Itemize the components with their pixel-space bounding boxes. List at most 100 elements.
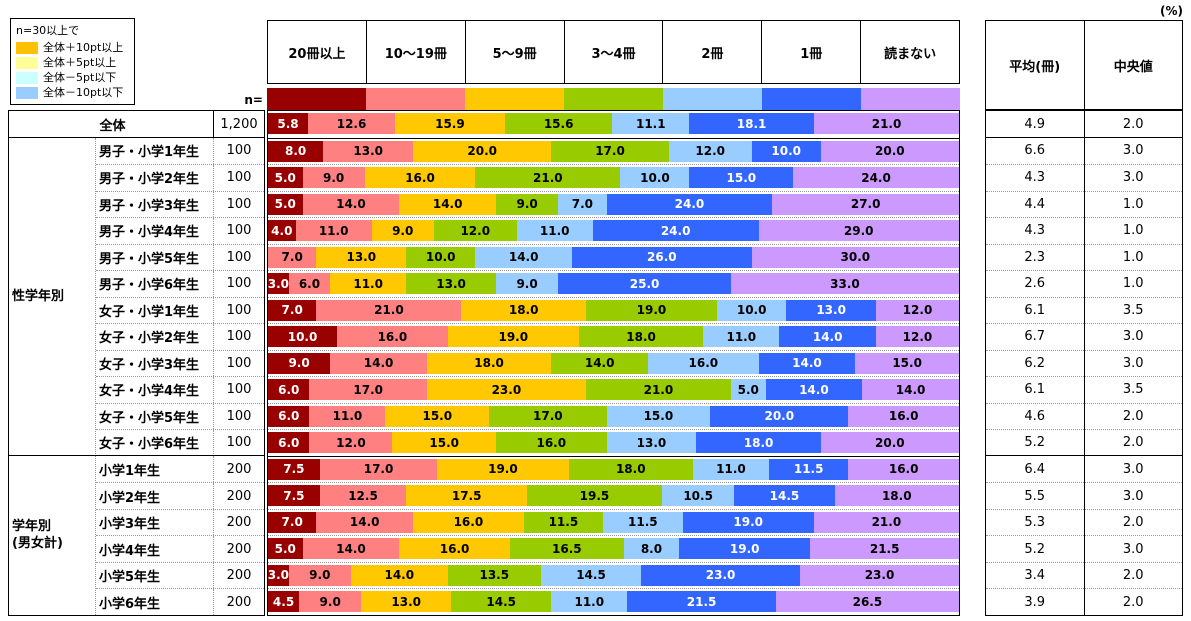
bar-row: 4.0 11.0 9.0 12.0 11.0 24.0 29.0 <box>268 217 959 244</box>
bar-segment-4: 15.0 <box>606 405 711 427</box>
row-label: 男子・小学6年生 <box>99 278 200 294</box>
bar-segment-1: 13.0 <box>323 140 414 162</box>
legend-items: 全体＋10pt以上 全体＋5pt以上 全体－5pt以下 全体－10pt以下 <box>16 41 130 99</box>
table-row: 女子・小学5年生 100 <box>96 402 264 430</box>
category-header-3: 3〜4冊 <box>563 21 663 83</box>
median-value: 3.5 <box>1084 376 1182 403</box>
bar-segment-1: 14.0 <box>302 193 400 215</box>
bar-segment-0: 10.0 <box>268 326 338 348</box>
table-row: 男子・小学4年生 100 <box>96 217 264 244</box>
median-value: 1.0 <box>1084 270 1182 297</box>
bar-row: 5.0 14.0 14.0 9.0 7.0 24.0 27.0 <box>268 190 959 218</box>
mean-value: 4.3 <box>986 164 1084 191</box>
row-n-value: 100 <box>213 297 264 324</box>
bar-segment-6: 23.0 <box>800 564 959 586</box>
left-section-1: 性学年別 男子・小学1年生 100 男子・小学2年生 100 男子・小学3年生 100 男子・… <box>8 136 265 457</box>
row-label: 女子・小学6年生 <box>99 437 200 453</box>
stacked-bar: 7.0 13.0 10.0 14.0 26.0 30.0 <box>268 246 959 268</box>
bar-segment-6: 14.0 <box>862 379 959 401</box>
stacked-bar: 6.0 11.0 15.0 17.0 15.0 20.0 16.0 <box>268 405 959 427</box>
bar-segment-6: 27.0 <box>772 193 959 215</box>
bar-segment-1: 16.0 <box>337 326 448 348</box>
bar-segment-5: 23.0 <box>641 564 801 586</box>
bar-row: 5.0 14.0 16.0 16.5 8.0 19.0 21.5 <box>268 535 959 562</box>
mean-value: 5.5 <box>986 482 1084 509</box>
bar-segment-3: 9.0 <box>496 193 559 215</box>
bar-segment-6: 16.0 <box>848 458 959 480</box>
stacked-bar: 6.0 12.0 15.0 16.0 13.0 18.0 20.0 <box>268 432 959 454</box>
row-n-value: 100 <box>213 271 264 297</box>
median-value: 3.0 <box>1084 349 1182 377</box>
median-value: 3.0 <box>1084 482 1182 509</box>
bar-segment-5: 21.5 <box>627 591 776 613</box>
row-label: 女子・小学4年生 <box>99 384 200 400</box>
bar-segment-1: 11.0 <box>295 220 372 242</box>
bar-segment-6: 21.5 <box>810 538 959 560</box>
bar-row: 7.0 13.0 10.0 14.0 26.0 30.0 <box>268 243 959 271</box>
bar-segment-0: 5.0 <box>268 538 303 560</box>
median-value: 3.0 <box>1084 323 1182 350</box>
bar-segment-2: 16.0 <box>364 167 476 189</box>
median-column-header: 中央値 <box>1083 21 1183 109</box>
mean-value: 4.9 <box>1024 116 1046 132</box>
row-n-value: 200 <box>213 589 264 615</box>
bar-segment-2: 23.0 <box>426 379 586 401</box>
mean-value: 5.3 <box>986 508 1084 536</box>
category-swatch-1 <box>366 88 465 110</box>
group-label: 学年別 (男女計) <box>9 455 96 615</box>
bar-segment-3: 17.0 <box>489 405 607 427</box>
bar-segment-6: 24.0 <box>793 167 959 189</box>
mean-value: 4.3 <box>986 217 1084 244</box>
bar-segment-3: 16.5 <box>509 538 624 560</box>
stacked-bar: 7.0 21.0 18.0 19.0 10.0 13.0 12.0 <box>268 299 959 321</box>
table-row: 全体 1,200 <box>9 111 264 138</box>
bar-segment-3: 12.0 <box>433 220 517 242</box>
bar-segment-2: 18.0 <box>426 352 552 374</box>
stacked-bar: 4.5 9.0 13.0 14.5 11.0 21.5 26.5 <box>268 591 959 613</box>
row-n-value: 200 <box>213 562 264 589</box>
mean-value: 4.6 <box>986 402 1084 430</box>
bar-segment-6: 12.0 <box>876 326 959 348</box>
row-label: 男子・小学5年生 <box>99 251 200 267</box>
bar-segment-0: 9.0 <box>268 352 331 374</box>
bar-segment-6: 29.0 <box>758 220 959 242</box>
bar-segment-6: 16.0 <box>848 405 959 427</box>
bar-segment-4: 12.0 <box>668 140 752 162</box>
bar-segment-1: 14.0 <box>302 538 400 560</box>
stacked-bar: 10.0 16.0 19.0 18.0 11.0 14.0 12.0 <box>268 326 959 348</box>
bar-row: 7.5 12.5 17.5 19.5 10.5 14.5 18.0 <box>268 482 959 509</box>
bar-segment-3: 10.0 <box>406 246 476 268</box>
bar-segment-4: 10.0 <box>620 167 690 189</box>
row-label: 小学3年生 <box>99 517 161 533</box>
bar-segment-5: 19.0 <box>679 538 811 560</box>
mean-value: 6.6 <box>1024 143 1046 159</box>
table-row: 小学5年生 200 <box>96 561 264 589</box>
bar-segment-2: 15.0 <box>385 405 490 427</box>
bar-segment-0: 3.0 <box>268 273 289 295</box>
median-value: 2.0 <box>1084 429 1182 456</box>
bar-segment-3: 19.0 <box>585 299 718 321</box>
legend-swatch-3 <box>16 86 38 99</box>
bar-segment-2: 13.0 <box>361 591 452 613</box>
bar-row: 3.0 9.0 14.0 13.5 14.5 23.0 23.0 <box>268 561 959 589</box>
bar-segment-0: 7.5 <box>268 458 320 480</box>
bar-segment-4: 11.0 <box>516 220 593 242</box>
bar-segment-5: 10.0 <box>751 140 821 162</box>
percent-unit-label: (%) <box>1160 4 1183 18</box>
bar-segment-4: 11.5 <box>603 511 683 533</box>
table-row: 小学2年生 200 <box>96 482 264 509</box>
stacked-bar: 8.0 13.0 20.0 17.0 12.0 10.0 20.0 <box>268 140 959 162</box>
bar-segment-6: 21.0 <box>813 511 959 533</box>
row-n-value: 200 <box>213 509 264 536</box>
table-row: 男子・小学6年生 100 <box>96 270 264 297</box>
mean-value: 6.1 <box>986 376 1084 403</box>
bar-segment-1: 12.0 <box>309 432 393 454</box>
bar-segment-0: 7.0 <box>268 299 317 321</box>
row-label: 小学1年生 <box>99 463 161 479</box>
row-label: 小学6年生 <box>99 596 161 612</box>
legend-item-label: 全体－10pt以下 <box>43 86 124 99</box>
mean-value: 3.9 <box>986 588 1084 615</box>
sub-rows: 男子・小学1年生 100 男子・小学2年生 100 男子・小学3年生 100 男子・小学4年… <box>96 137 264 456</box>
bar-segment-4: 8.0 <box>623 538 680 560</box>
